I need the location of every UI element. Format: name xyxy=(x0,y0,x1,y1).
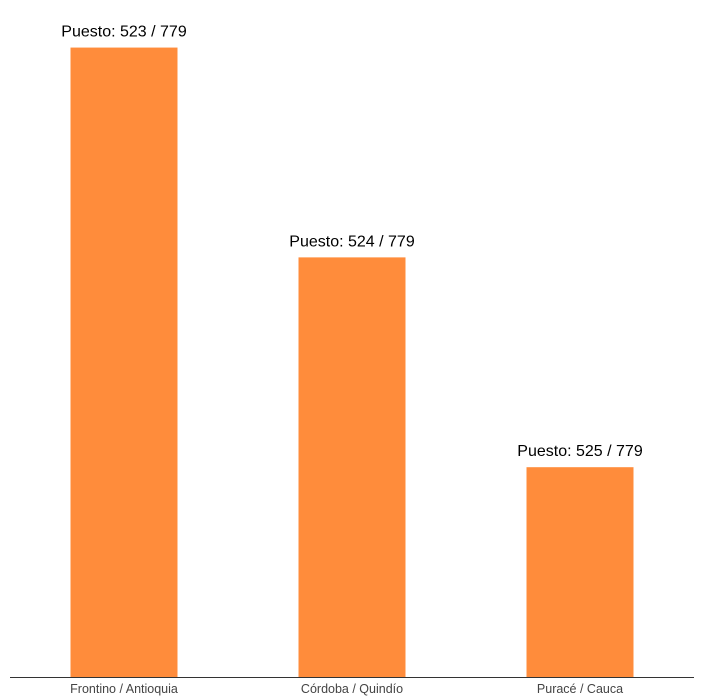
bars-group xyxy=(70,47,634,677)
bar xyxy=(70,47,178,677)
x-tick-labels-group: Frontino / Antioquia Córdoba / Quindío Pur… xyxy=(70,682,623,696)
bar-data-label: Puesto: 524 / 779 xyxy=(289,233,415,250)
x-tick-label: Frontino / Antioquia xyxy=(70,682,178,696)
bar-data-label: Puesto: 523 / 779 xyxy=(61,24,187,41)
bar xyxy=(298,257,406,677)
data-labels-group: Puesto: 523 / 779 Puesto: 524 / 779 Puesto… xyxy=(61,24,643,461)
bar xyxy=(526,467,634,677)
x-tick-label: Puracé / Cauca xyxy=(537,682,623,696)
bar-data-label: Puesto: 525 / 779 xyxy=(517,443,643,460)
x-tick-label: Córdoba / Quindío xyxy=(301,682,403,696)
